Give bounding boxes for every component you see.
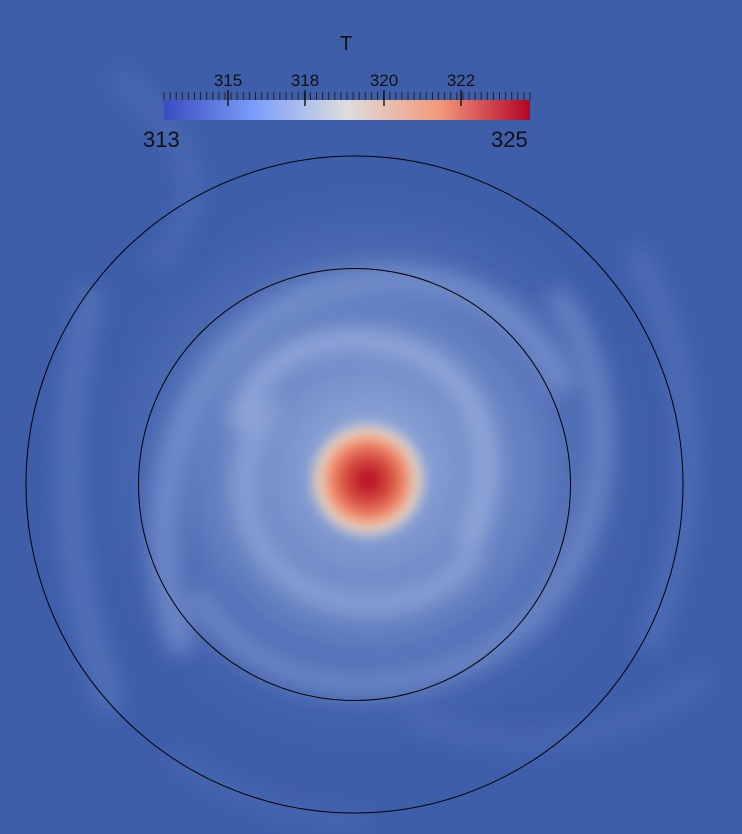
colorbar-tick-label: 318	[290, 71, 320, 90]
colorbar-tick-label: 322	[446, 71, 476, 90]
colorbar-gradient	[164, 100, 530, 120]
colorbar-max-label: 325	[491, 127, 528, 152]
colorbar-major-ticks	[227, 90, 462, 106]
outer-boundary-circle	[25, 155, 684, 814]
inner-boundary-circle	[138, 268, 571, 701]
colorbar-tick-label: 320	[369, 71, 399, 90]
colorbar	[163, 90, 531, 120]
vortex-core	[306, 418, 430, 542]
colorbar-title: T	[340, 33, 353, 55]
colorbar-min-label: 313	[143, 127, 180, 152]
colorbar-minor-ticks	[163, 92, 531, 100]
colorbar-tick-label: 315	[213, 71, 243, 90]
spiral-bands	[54, 69, 712, 830]
